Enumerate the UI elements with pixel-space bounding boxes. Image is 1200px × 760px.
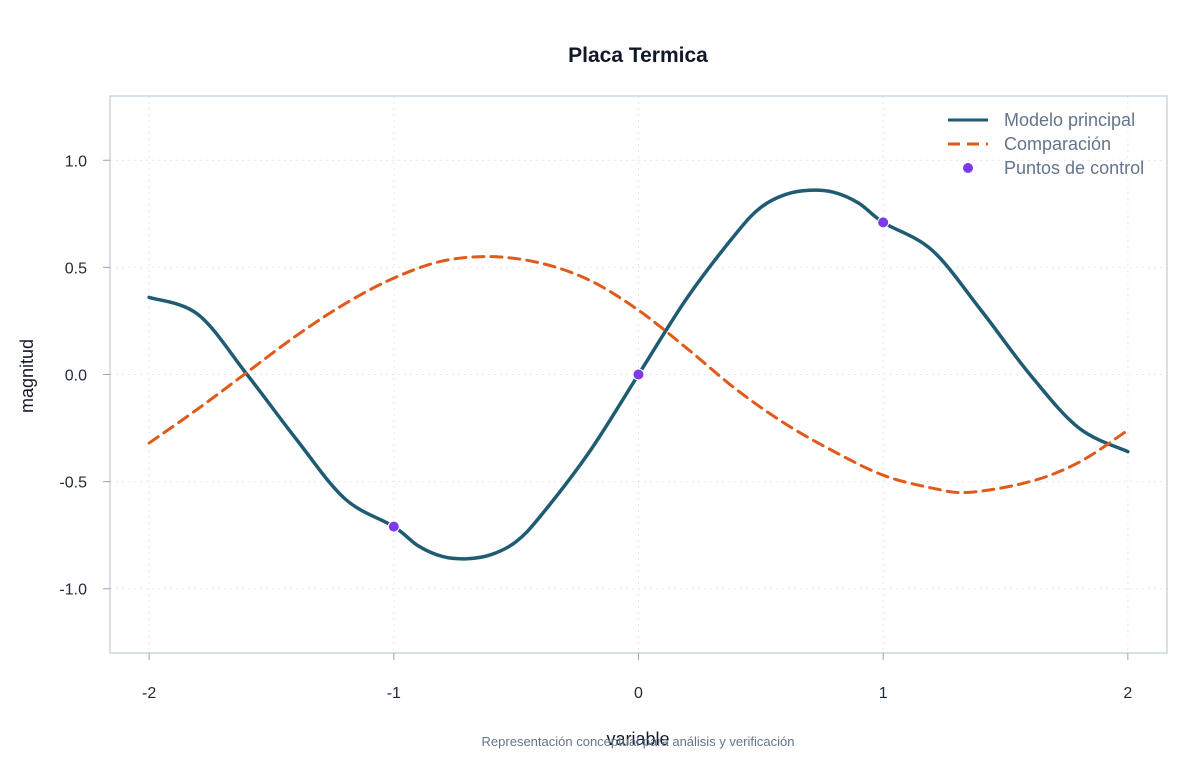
legend-marker-control-points (963, 163, 973, 173)
y-tick-label: 0.0 (65, 368, 87, 385)
y-tick-label: -0.5 (59, 475, 87, 492)
control-point-marker (387, 520, 400, 533)
x-axis-label: variable (606, 729, 669, 749)
series-layer (147, 188, 1130, 561)
y-axis-label: magnitud (17, 339, 37, 413)
x-tick-label: 0 (634, 685, 643, 702)
axis-ticks: -2 -1 0 1 2 -1.0 -0.5 0.0 0.5 1.0 (59, 153, 1132, 702)
x-tick-label: -1 (387, 685, 401, 702)
legend-label: Puntos de control (1004, 158, 1144, 178)
y-tick-label: 0.5 (65, 260, 87, 277)
x-tick-label: 1 (879, 685, 888, 702)
comparison-line (147, 255, 1130, 495)
legend: Modelo principal Comparación Puntos de con… (948, 110, 1144, 178)
y-tick-label: 1.0 (65, 153, 87, 170)
legend-label: Modelo principal (1004, 110, 1135, 130)
control-point-marker (632, 368, 645, 381)
control-point-marker (877, 216, 890, 229)
x-tick-label: 2 (1123, 685, 1132, 702)
y-tick-label: -1.0 (59, 582, 87, 599)
chart-caption: Representación conceptual para análisis … (482, 734, 795, 749)
legend-label: Comparación (1004, 134, 1111, 154)
x-tick-label: -2 (142, 685, 156, 702)
chart-title: Placa Termica (568, 44, 708, 67)
